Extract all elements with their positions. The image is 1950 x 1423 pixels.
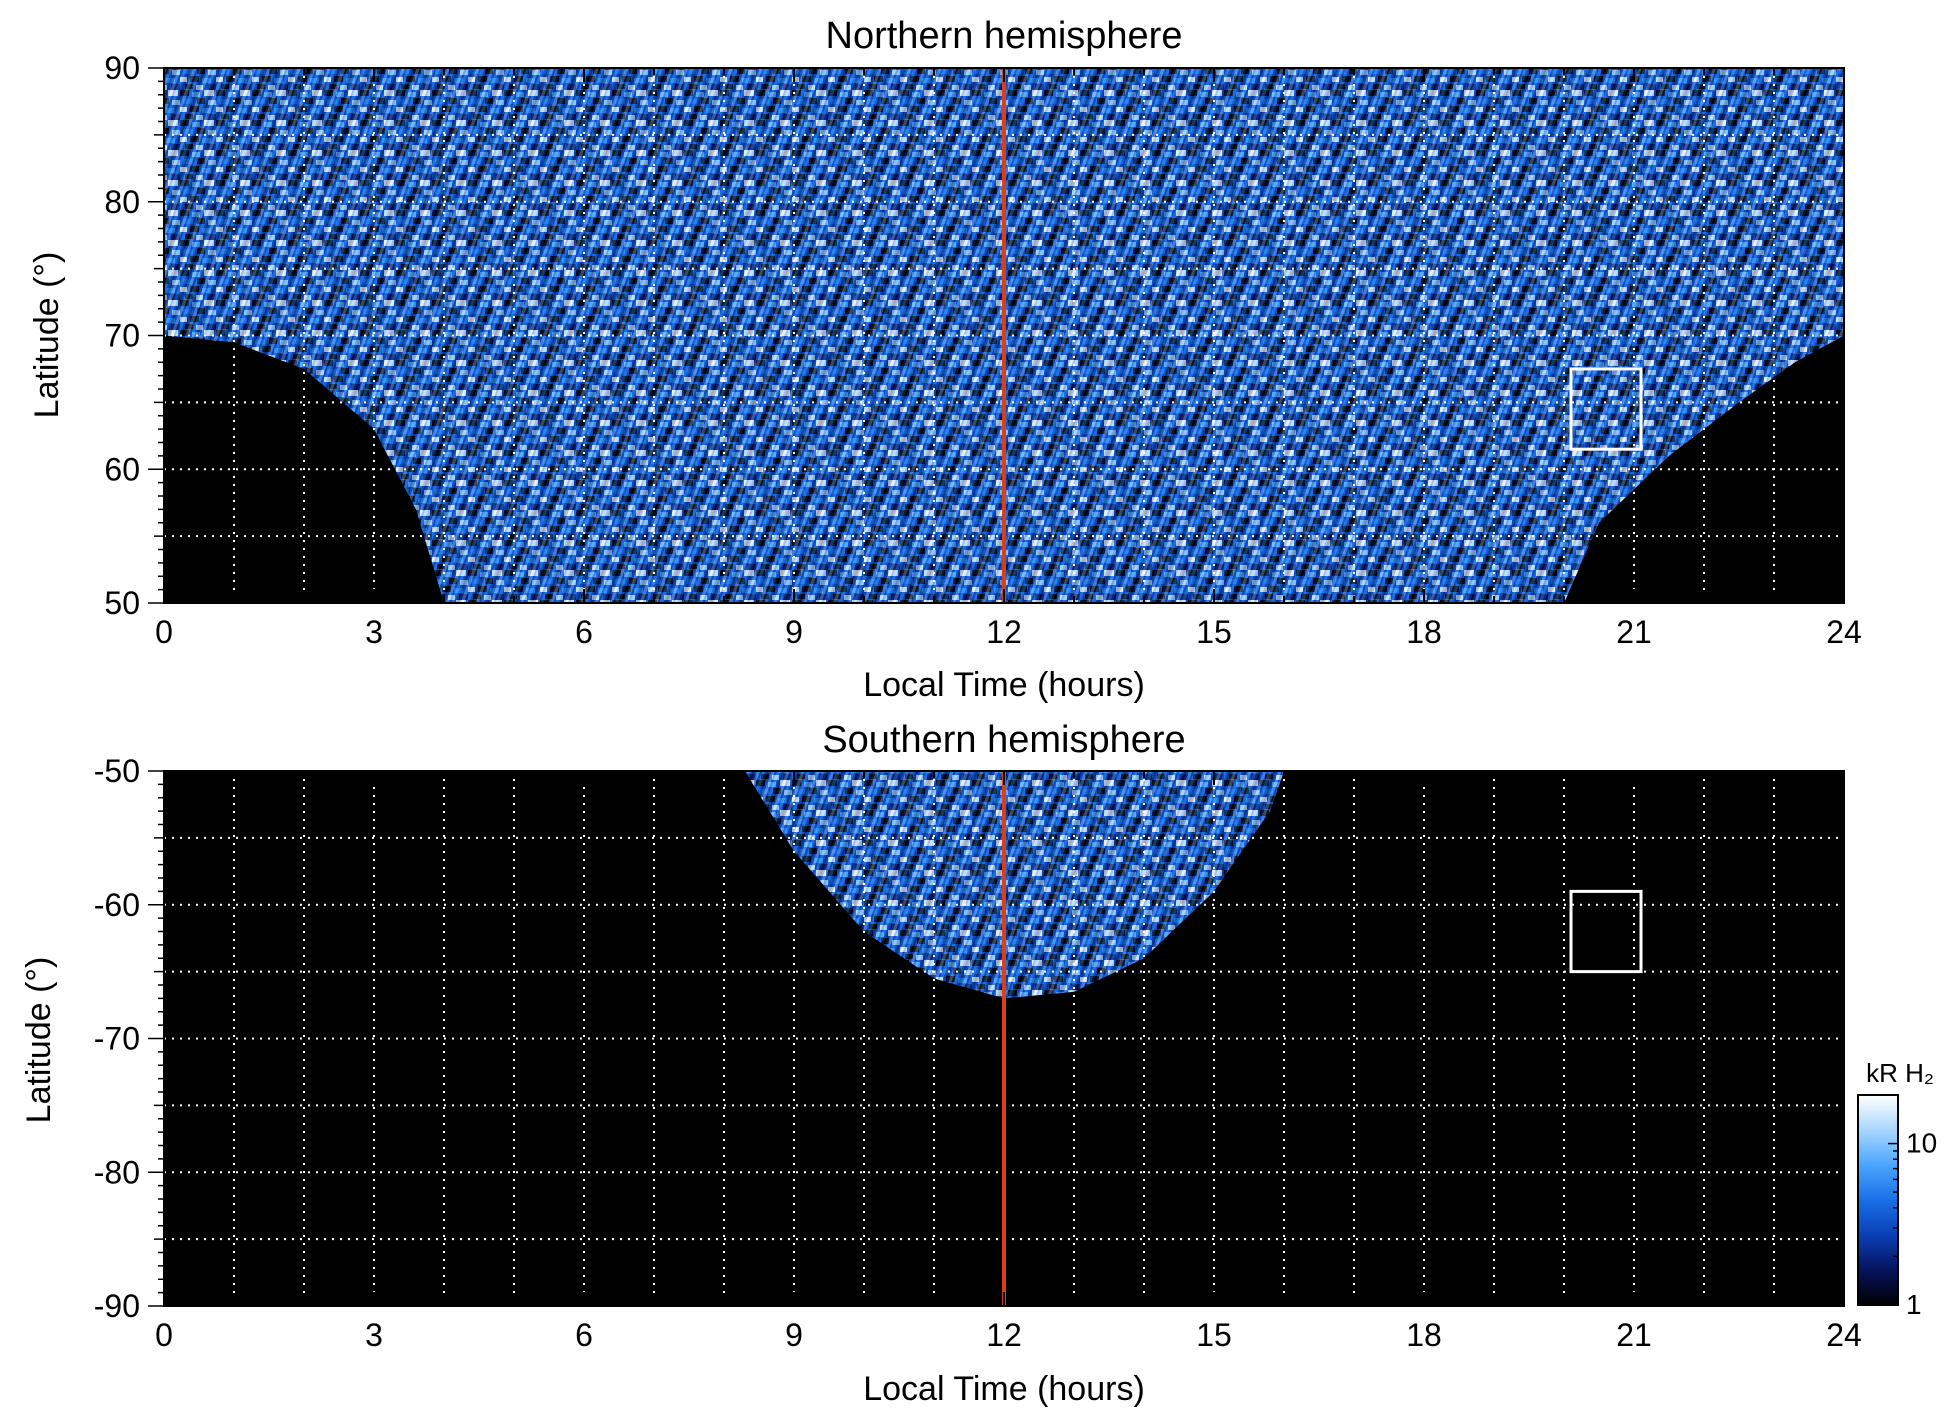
colorbar-label: kR H₂	[1866, 1058, 1934, 1088]
y-axis-label-north: Latitude (°)	[28, 252, 66, 419]
highlight-box	[1569, 367, 1643, 451]
highlight-box-north	[1569, 367, 1643, 451]
x-axis-label-south: Local Time (hours)	[863, 1370, 1145, 1408]
x-tick-label: 9	[785, 1317, 803, 1353]
x-tick-label: 18	[1406, 1317, 1442, 1353]
y-axis-label-south: Latitude (°)	[20, 957, 58, 1124]
y-tick-label: 70	[104, 318, 140, 354]
x-tick-label: 6	[575, 614, 593, 650]
x-tick-label: 6	[575, 1317, 593, 1353]
x-axis-label-north: Local Time (hours)	[863, 666, 1145, 704]
northern-hemisphere-panel: Northern hemisphere 0 3 6 9 12 15 18 21 24 50 60 70…	[28, 15, 1862, 704]
y-tick-label: -80	[94, 1154, 140, 1190]
coverage-streaks	[745, 771, 1284, 999]
x-tick-label: 3	[365, 1317, 383, 1353]
axis-ticks-north: 0 3 6 9 12 15 18 21 24 50 60 70 80 90	[104, 50, 1861, 650]
chart-title-north: Northern hemisphere	[826, 15, 1183, 57]
x-tick-label: 21	[1616, 1317, 1652, 1353]
emission-coverage-south	[745, 771, 1284, 999]
x-tick-label: 9	[785, 614, 803, 650]
colorbar-tick-label: 1	[1906, 1289, 1922, 1320]
chart-title-south: Southern hemisphere	[822, 719, 1185, 761]
y-tick-label: -60	[94, 887, 140, 923]
x-tick-label: 24	[1826, 614, 1862, 650]
x-tick-label: 21	[1616, 614, 1652, 650]
highlight-box-south	[1569, 889, 1643, 974]
y-tick-label: -70	[94, 1021, 140, 1057]
x-tick-label: 12	[986, 614, 1022, 650]
colorbar-ticks: 1 10	[1888, 1094, 1937, 1320]
y-tick-label: 60	[104, 451, 140, 487]
y-tick-label: 50	[104, 585, 140, 621]
colorbar: kR H₂ 1 10	[1857, 1058, 1937, 1320]
highlight-box	[1569, 889, 1643, 974]
axis-ticks-south: 0 3 6 9 12 15 18 21 24 -90 -80 -70 -60 -50	[94, 753, 1862, 1353]
colorbar-tick-label: 10	[1906, 1128, 1937, 1159]
y-tick-label: 80	[104, 184, 140, 220]
y-tick-label: -50	[94, 753, 140, 789]
colorbar-gradient	[1857, 1094, 1899, 1306]
x-tick-label: 24	[1826, 1317, 1862, 1353]
x-tick-label: 3	[365, 614, 383, 650]
x-tick-label: 0	[155, 614, 173, 650]
y-tick-label: -90	[94, 1288, 140, 1324]
y-tick-label: 90	[104, 50, 140, 86]
x-tick-label: 0	[155, 1317, 173, 1353]
x-tick-label: 15	[1196, 614, 1232, 650]
x-tick-label: 15	[1196, 1317, 1232, 1353]
x-tick-label: 18	[1406, 614, 1442, 650]
x-tick-label: 12	[986, 1317, 1022, 1353]
southern-hemisphere-panel: Southern hemisphere 0 3 6 9 12 15 18 21 24 -90 -80…	[20, 719, 1862, 1408]
